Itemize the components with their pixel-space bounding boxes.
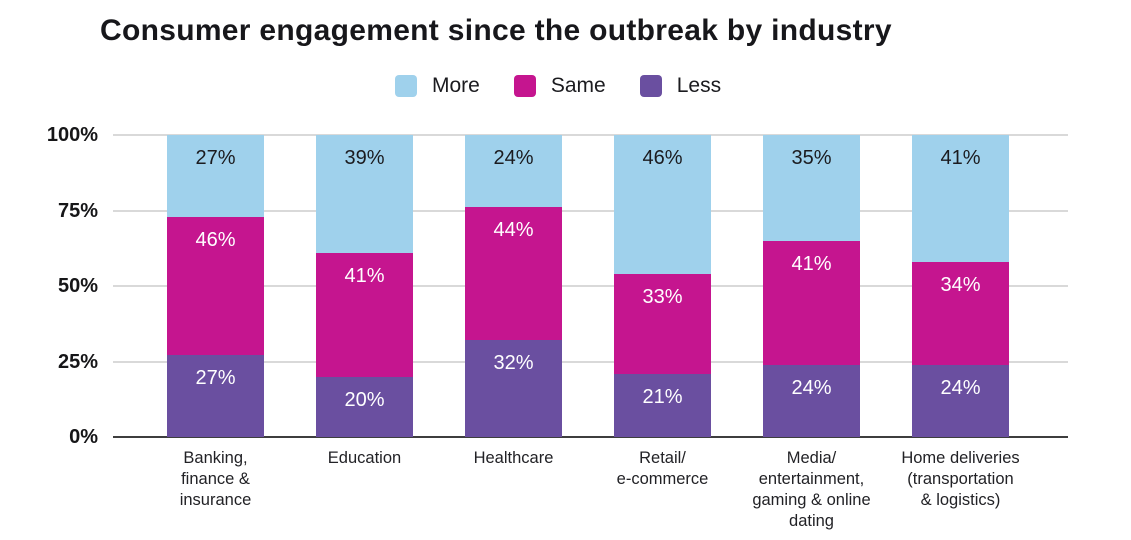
- bar-value-label: 41%: [791, 252, 832, 275]
- bar-segment-less: 32%: [465, 340, 562, 437]
- bar-segment-less: 21%: [614, 373, 711, 437]
- y-axis-tick-label: 50%: [57, 275, 98, 297]
- legend-item-less: Less: [639, 74, 722, 98]
- bar-value-label: 33%: [642, 285, 683, 308]
- y-axis-tick-label: 75%: [57, 199, 98, 222]
- bar-value-label: 27%: [195, 147, 236, 169]
- legend-label: Less: [676, 74, 722, 97]
- stacked-bar: 24% 44% 32%: [465, 135, 562, 437]
- bar-value-label: 41%: [344, 264, 385, 287]
- bar-value-label: 24%: [493, 147, 534, 169]
- bar-segment-less: 24%: [912, 364, 1009, 437]
- gridline: [113, 285, 1068, 287]
- bar-segment-more: 41%: [912, 135, 1009, 262]
- plot-area: 27% 46% 27% Banking, finance & insurance 39%…: [113, 134, 1068, 530]
- legend-swatch-less: [639, 75, 662, 97]
- bar-value-label: 46%: [195, 228, 236, 251]
- bar-segment-more: 35%: [763, 135, 860, 241]
- bar-value-label: 32%: [493, 352, 534, 375]
- bar-segment-less: 27%: [167, 355, 264, 437]
- stacked-bar: 27% 46% 27%: [167, 135, 264, 437]
- legend: More Same Less: [395, 74, 721, 98]
- x-axis-category-label: Media/ entertainment, gaming & online da…: [752, 449, 871, 530]
- legend-swatch-same: [513, 75, 536, 97]
- gridline: [113, 360, 1068, 363]
- bar-value-label: 35%: [791, 147, 832, 169]
- legend-label: More: [432, 74, 480, 97]
- stacked-bar: 41% 34% 24%: [912, 135, 1009, 437]
- legend-item-more: More: [395, 74, 480, 98]
- x-axis-category-label: Education: [327, 449, 402, 467]
- bar-segment-same: 41%: [763, 240, 860, 365]
- bar-segment-same: 44%: [465, 207, 562, 341]
- bar-value-label: 44%: [493, 219, 534, 242]
- x-axis-line: [113, 436, 1068, 438]
- y-axis-tick-label: 25%: [57, 350, 98, 373]
- gridline: [113, 134, 1068, 136]
- bar-segment-more: 46%: [614, 135, 711, 274]
- legend-item-same: Same: [513, 74, 606, 98]
- bar-value-label: 27%: [195, 367, 236, 390]
- bar-segment-less: 20%: [316, 376, 413, 437]
- bar-segment-same: 46%: [167, 216, 264, 356]
- x-axis-category-label: Home deliveries (transportation & logist…: [901, 449, 1020, 509]
- bar-segment-more: 39%: [316, 135, 413, 253]
- bar-segment-same: 33%: [614, 273, 711, 374]
- chart-title: Consumer engagement since the outbreak b…: [100, 14, 892, 47]
- bar-value-label: 46%: [642, 147, 683, 169]
- x-axis-category-label: Retail/ e-commerce: [616, 449, 709, 488]
- y-axis-tick-label: 100%: [46, 124, 98, 146]
- bar-segment-same: 34%: [912, 261, 1009, 365]
- bar-value-label: 24%: [791, 376, 832, 399]
- bar-segment-more: 24%: [465, 135, 562, 208]
- bar-segment-less: 24%: [763, 364, 860, 437]
- bar-value-label: 20%: [344, 388, 385, 411]
- bar-segment-more: 27%: [167, 135, 264, 217]
- bar-value-label: 41%: [940, 147, 981, 169]
- bar-value-label: 39%: [344, 147, 385, 169]
- legend-label: Same: [550, 74, 606, 97]
- stacked-bar: 46% 33% 21%: [614, 135, 711, 437]
- y-axis-tick-label: 0%: [69, 426, 98, 448]
- legend-swatch-more: [395, 75, 417, 97]
- stacked-bar: 39% 41% 20%: [316, 135, 413, 437]
- bar-value-label: 34%: [940, 273, 981, 296]
- bar-segment-same: 41%: [316, 252, 413, 377]
- bar-value-label: 24%: [940, 376, 981, 399]
- stacked-bar: 35% 41% 24%: [763, 135, 860, 437]
- gridline: [113, 209, 1068, 212]
- bar-value-label: 21%: [642, 385, 683, 408]
- x-axis-category-label: Healthcare: [473, 449, 554, 467]
- x-axis-category-label: Banking, finance & insurance: [179, 449, 252, 509]
